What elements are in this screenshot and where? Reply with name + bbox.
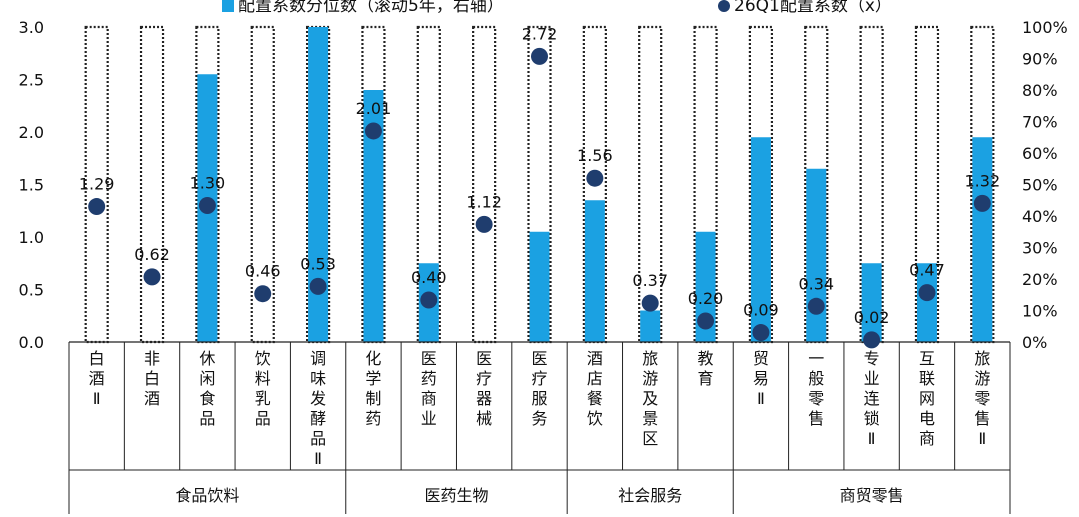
data-point [973, 194, 991, 212]
right-tick-label: 10% [1022, 302, 1058, 321]
right-tick-label: 50% [1022, 176, 1058, 195]
right-tick-label: 100% [1022, 18, 1068, 37]
right-tick-label: 30% [1022, 239, 1058, 258]
legend-dot-swatch [718, 0, 730, 12]
data-label: 2.72 [522, 24, 558, 43]
left-tick-label: 0.5 [19, 281, 44, 300]
data-point [143, 268, 161, 286]
data-point [807, 297, 825, 315]
category-label: 酒店餐饮 [587, 349, 603, 428]
data-label: 0.53 [300, 254, 336, 273]
right-tick-label: 90% [1022, 50, 1058, 69]
data-label: 1.56 [577, 146, 613, 165]
data-label: 2.01 [356, 99, 392, 118]
legend-bar: 配置系数分位数（滚动5年，右轴） [222, 0, 504, 16]
left-tick-label: 3.0 [19, 18, 44, 37]
data-label: 0.62 [134, 245, 170, 264]
data-label: 0.20 [688, 289, 724, 308]
group-label: 社会服务 [618, 486, 682, 505]
legend-dot: 26Q1配置系数（x） [718, 0, 892, 16]
data-point [420, 291, 438, 309]
right-tick-label: 20% [1022, 270, 1058, 289]
data-point [586, 169, 604, 187]
data-label: 0.02 [854, 308, 890, 327]
bar [750, 137, 771, 342]
data-point [364, 122, 382, 140]
data-point [752, 324, 770, 342]
data-label: 0.09 [743, 301, 779, 320]
bar [584, 200, 605, 342]
category-label: 专业连锁 Ⅱ [864, 349, 880, 448]
left-tick-label: 1.5 [19, 176, 44, 195]
category-label: 互联网电商 [919, 349, 935, 448]
legend-dot-label: 26Q1配置系数（x） [734, 0, 892, 16]
bar [529, 231, 550, 342]
right-tick-label: 60% [1022, 144, 1058, 163]
category-label: 旅游零售 Ⅱ [974, 349, 990, 448]
data-label: 0.47 [909, 261, 945, 280]
category-label: 医疗器械 [476, 349, 492, 428]
data-label: 1.30 [190, 174, 226, 193]
data-point [641, 294, 659, 312]
data-label: 0.40 [411, 268, 447, 287]
category-label: 一般零售 [808, 349, 824, 428]
group-label: 食品饮料 [175, 486, 239, 505]
left-tick-label: 0.0 [19, 333, 44, 352]
data-point [254, 285, 272, 303]
category-label: 贸易 Ⅱ [753, 349, 769, 408]
data-label: 0.46 [245, 262, 281, 281]
category-label: 调味发酵品 Ⅱ [310, 349, 326, 468]
data-point [198, 197, 216, 214]
data-label: 1.32 [965, 171, 1001, 190]
left-tick-label: 2.0 [19, 123, 44, 142]
category-label: 非白酒 [144, 349, 160, 408]
right-tick-label: 40% [1022, 207, 1058, 226]
left-tick-label: 1.0 [19, 228, 44, 247]
group-label: 商贸零售 [840, 486, 904, 505]
category-label: 医药商业 [421, 349, 437, 428]
bar [640, 310, 661, 342]
category-label: 白酒 Ⅱ [89, 349, 105, 408]
data-point [531, 47, 548, 65]
group-label: 医药生物 [424, 486, 488, 505]
data-label: 0.34 [798, 274, 834, 293]
right-tick-label: 70% [1022, 113, 1058, 132]
data-label: 1.12 [466, 192, 502, 211]
data-point [475, 215, 493, 233]
right-tick-label: 0% [1022, 333, 1047, 352]
category-label: 化学制药 [365, 349, 381, 428]
data-point [88, 198, 106, 216]
category-label: 教育 [698, 349, 714, 388]
left-tick-label: 2.5 [19, 71, 44, 90]
data-label: 0.37 [632, 271, 668, 290]
data-point [918, 284, 936, 302]
legend-bar-label: 配置系数分位数（滚动5年，右轴） [238, 0, 504, 16]
right-tick-label: 80% [1022, 81, 1058, 100]
category-label: 休闲食品 [199, 349, 215, 428]
bar [916, 263, 937, 342]
bar-frame [139, 25, 165, 344]
bar [972, 137, 993, 342]
data-point [697, 312, 715, 330]
bar [806, 168, 827, 342]
category-label: 旅游及景区 [642, 349, 658, 448]
data-label: 1.29 [79, 175, 115, 194]
category-label: 医疗服务 [531, 349, 547, 428]
bar [308, 27, 329, 342]
bar-frame [472, 25, 497, 344]
bar [861, 263, 882, 342]
data-point [863, 331, 881, 349]
bar [363, 90, 384, 342]
data-point [309, 277, 327, 295]
legend-bar-swatch [222, 0, 234, 12]
category-label: 饮料乳品 [255, 349, 271, 428]
